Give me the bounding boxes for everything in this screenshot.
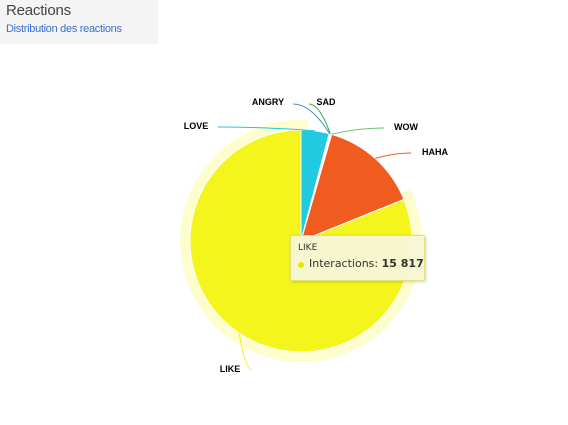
tooltip-line: Interactions: 15 817 xyxy=(309,257,424,270)
connector-angry xyxy=(292,103,331,134)
tooltip-series-dot xyxy=(298,262,304,268)
tooltip-value: 15 817 xyxy=(381,257,424,270)
connector-haha xyxy=(375,152,412,159)
header-panel: Reactions Distribution des reactions xyxy=(0,0,158,44)
page-title: Reactions xyxy=(6,2,71,19)
slice-label-angry: ANGRY xyxy=(252,97,284,107)
page-subtitle: Distribution des reactions xyxy=(6,23,122,35)
connector-love xyxy=(217,126,316,132)
connector-wow xyxy=(331,127,385,135)
slice-label-sad: SAD xyxy=(316,97,336,107)
tooltip-category: LIKE xyxy=(298,243,318,253)
slice-label-like: LIKE xyxy=(220,364,241,374)
slice-label-haha: HAHA xyxy=(422,147,448,157)
chart-tooltip: LIKE Interactions: 15 817 xyxy=(290,235,425,281)
tooltip-label: Interactions: xyxy=(309,257,379,270)
slice-label-love: LOVE xyxy=(184,121,209,131)
connector-like xyxy=(238,332,253,371)
slice-label-wow: WOW xyxy=(394,122,418,132)
connector-sad xyxy=(308,103,331,135)
pie-slice-haha[interactable] xyxy=(300,133,405,242)
